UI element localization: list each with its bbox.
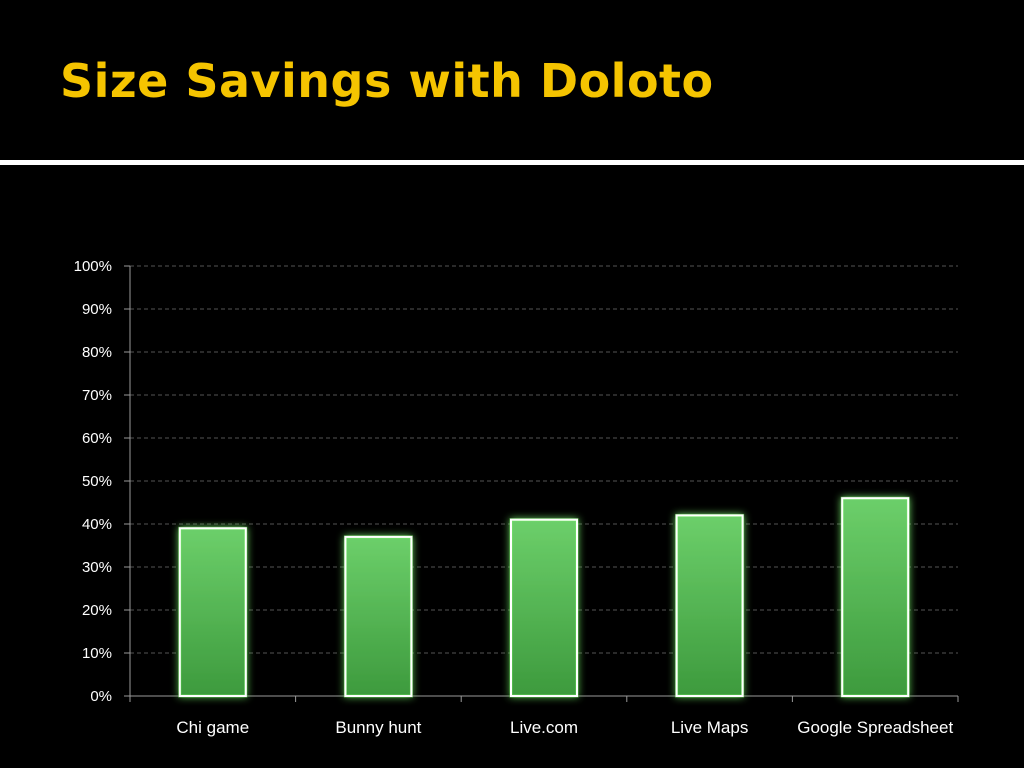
bar	[343, 535, 413, 698]
y-tick-label: 100%	[74, 258, 112, 275]
y-tick-label: 30%	[82, 559, 112, 576]
y-tick-label: 0%	[90, 688, 112, 705]
bar	[840, 496, 910, 698]
x-category-label: Chi game	[176, 718, 249, 737]
title-divider	[0, 160, 1024, 165]
slide-title: Size Savings with Doloto	[60, 54, 714, 108]
labels: 0% 10% 20% 30% 40% 50% 60% 70% 80% 90% 100% Chi gam…	[74, 258, 954, 737]
y-tick-label: 60%	[82, 430, 112, 447]
x-category-label: Bunny hunt	[335, 718, 421, 737]
y-tick-label: 20%	[82, 602, 112, 619]
y-tick-label: 70%	[82, 387, 112, 404]
bar-outline	[841, 497, 910, 698]
bar	[509, 518, 579, 698]
bar-outline	[675, 514, 744, 698]
y-tick-label: 90%	[82, 301, 112, 318]
x-category-label: Live.com	[510, 718, 578, 737]
bar-outline	[178, 527, 247, 697]
bar-outline	[510, 518, 578, 698]
x-category-label: Live Maps	[671, 718, 748, 737]
bar	[675, 513, 745, 698]
bars	[178, 496, 910, 698]
x-category-label: Google Spreadsheet	[797, 718, 953, 737]
y-tick-label: 50%	[82, 473, 112, 490]
bar	[178, 526, 248, 698]
y-tick-label: 10%	[82, 645, 112, 662]
y-tick-label: 80%	[82, 344, 112, 361]
bar-outline	[344, 535, 413, 698]
y-tick-label: 40%	[82, 516, 112, 533]
